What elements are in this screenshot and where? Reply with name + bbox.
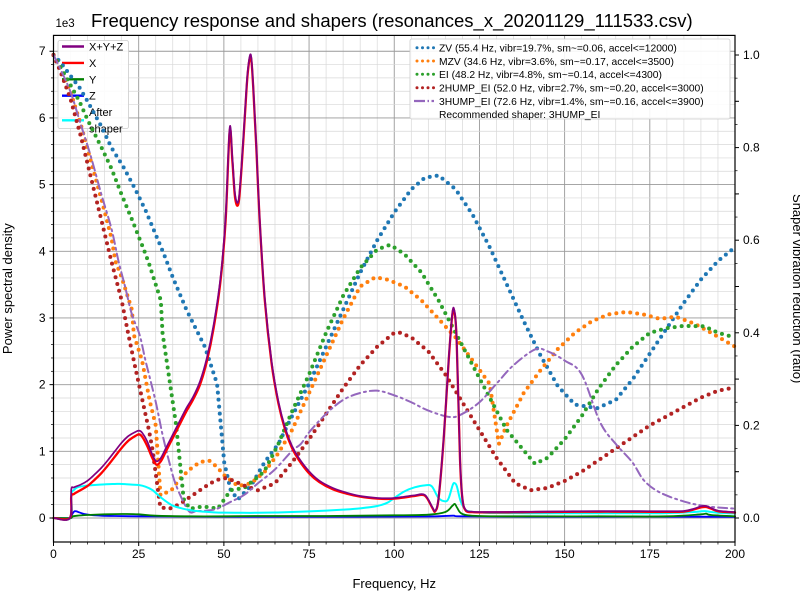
svg-text:4: 4	[39, 244, 46, 258]
svg-text:175: 175	[640, 547, 660, 561]
svg-text:0.8: 0.8	[743, 141, 760, 155]
svg-text:1: 1	[39, 444, 46, 458]
svg-text:0: 0	[39, 511, 46, 525]
svg-text:Power spectral density: Power spectral density	[0, 223, 15, 354]
svg-text:EI (48.2 Hz, vibr=4.8%, sm~=0.: EI (48.2 Hz, vibr=4.8%, sm~=0.14, accel<…	[439, 70, 662, 81]
svg-text:25: 25	[132, 547, 146, 561]
svg-text:125: 125	[469, 547, 489, 561]
svg-text:2: 2	[39, 378, 46, 392]
svg-text:50: 50	[217, 547, 231, 561]
svg-text:0.2: 0.2	[743, 418, 760, 432]
svg-text:150: 150	[555, 547, 575, 561]
svg-text:100: 100	[384, 547, 404, 561]
svg-text:Frequency response and shapers: Frequency response and shapers (resonanc…	[91, 10, 693, 32]
svg-text:0.4: 0.4	[743, 326, 760, 340]
svg-text:2HUMP_EI (52.0 Hz, vibr=2.7%,: 2HUMP_EI (52.0 Hz, vibr=2.7%, sm~=0.20, …	[439, 84, 704, 95]
svg-text:3: 3	[39, 311, 46, 325]
svg-text:6: 6	[39, 111, 46, 125]
svg-text:X: X	[89, 58, 97, 70]
svg-text:0.0: 0.0	[743, 511, 760, 525]
svg-text:ZV (55.4 Hz, vibr=19.7%, sm~=0: ZV (55.4 Hz, vibr=19.7%, sm~=0.06, accel…	[439, 44, 677, 55]
svg-text:X+Y+Z: X+Y+Z	[89, 42, 124, 54]
svg-text:Y: Y	[89, 74, 97, 86]
svg-text:75: 75	[302, 547, 316, 561]
svg-text:1.0: 1.0	[743, 48, 760, 62]
svg-text:200: 200	[725, 547, 745, 561]
svg-text:1e3: 1e3	[56, 18, 75, 30]
svg-text:Shaper vibration reduction (ra: Shaper vibration reduction (ratio)	[790, 194, 800, 383]
svg-text:3HUMP_EI (72.6 Hz, vibr=1.4%,: 3HUMP_EI (72.6 Hz, vibr=1.4%, sm~=0.16, …	[439, 97, 704, 108]
svg-text:7: 7	[39, 44, 46, 58]
svg-text:MZV (34.6 Hz, vibr=3.6%, sm~=0: MZV (34.6 Hz, vibr=3.6%, sm~=0.17, accel…	[439, 57, 674, 68]
svg-text:0: 0	[50, 547, 57, 561]
svg-text:5: 5	[39, 178, 46, 192]
svg-text:Recommended shaper: 3HUMP_EI: Recommended shaper: 3HUMP_EI	[439, 110, 600, 121]
svg-text:0.6: 0.6	[743, 233, 760, 247]
svg-text:Frequency, Hz: Frequency, Hz	[352, 576, 436, 591]
svg-text:Z: Z	[89, 91, 96, 103]
